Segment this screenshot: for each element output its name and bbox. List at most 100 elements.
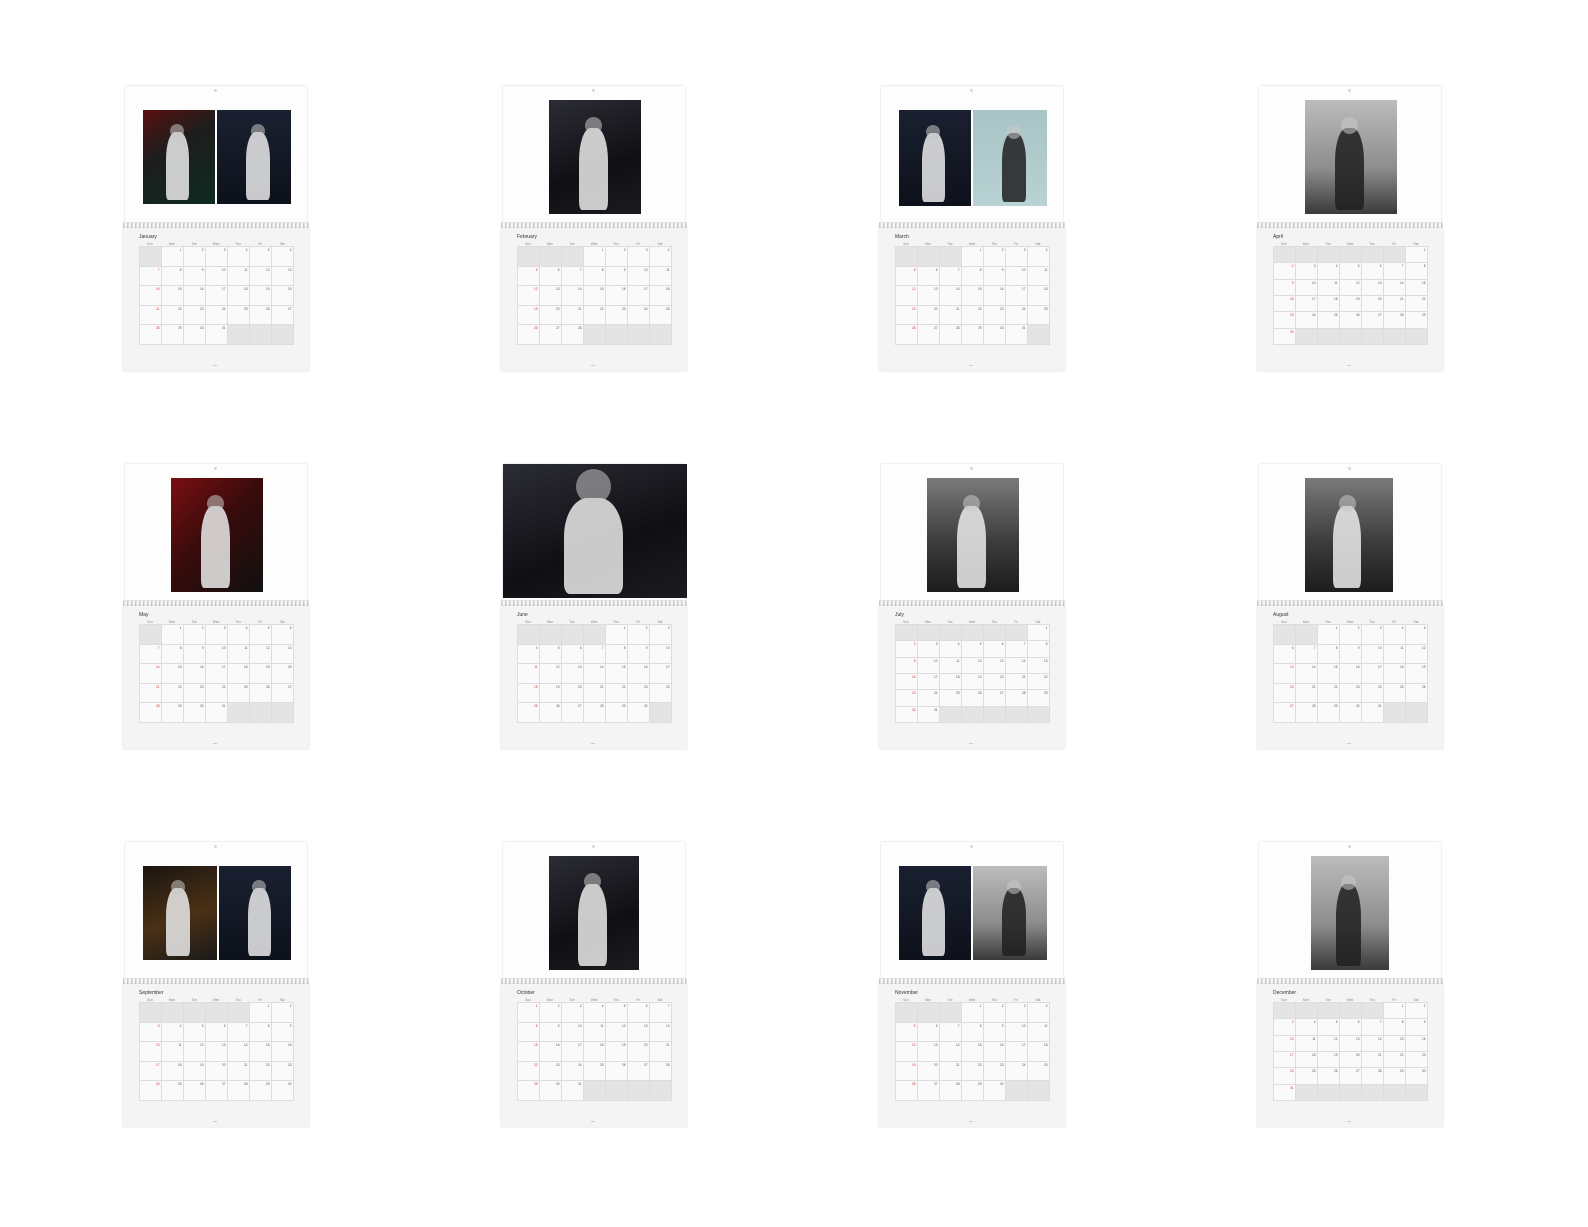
day-cell: 20 <box>272 664 294 684</box>
day-cell <box>984 706 1006 723</box>
day-cell: 11 <box>228 266 250 287</box>
day-cell: 12 <box>1318 1035 1340 1052</box>
figure-silhouette <box>246 132 270 200</box>
day-cell: 26 <box>1340 312 1362 329</box>
day-cell: 17 <box>206 664 228 684</box>
calendar-photo <box>219 866 291 960</box>
day-cell: 2 <box>1340 625 1362 645</box>
day-cell: 12 <box>962 657 984 674</box>
day-cell: 30 <box>984 1081 1006 1101</box>
day-cell: 15 <box>250 1042 272 1062</box>
day-cell: 14 <box>1384 279 1406 296</box>
day-cell: 24 <box>628 305 650 326</box>
day-cell: 16 <box>606 286 628 306</box>
day-cell: 17 <box>650 664 672 684</box>
day-cell: 24 <box>562 1061 584 1082</box>
month-label: March <box>895 234 909 240</box>
day-cell: 7 <box>1384 263 1406 280</box>
day-cell: 4 <box>228 625 250 645</box>
day-cell: 3 <box>140 1022 162 1043</box>
date-grid: 1 2 3 4 5 6 7 8 9 10 11 12 13 14 15 16 17 18 19 20 21 22 23 24 2… <box>517 624 672 723</box>
calendar-photo <box>143 866 217 960</box>
day-cell: 29 <box>1406 312 1428 329</box>
day-cell: 14 <box>650 1022 672 1043</box>
day-cell: 10 <box>628 266 650 287</box>
day-cell: 30 <box>628 703 650 723</box>
day-cell: 18 <box>228 664 250 684</box>
calendar-photo <box>503 464 687 598</box>
day-cell: 5 <box>896 1022 918 1043</box>
day-cell: 31 <box>918 706 940 723</box>
day-cell: 14 <box>1006 657 1028 674</box>
weekday-label: Sun <box>1281 998 1287 1002</box>
day-cell: 8 <box>1406 263 1428 280</box>
day-cell: 31 <box>1006 325 1028 345</box>
page-footer-mark <box>213 365 217 366</box>
day-cell: 15 <box>162 664 184 684</box>
day-cell: 17 <box>206 286 228 306</box>
head-silhouette <box>926 125 940 139</box>
day-cell: 25 <box>584 1061 606 1082</box>
day-cell: 3 <box>650 625 672 645</box>
day-cell <box>940 1003 962 1023</box>
hanging-hole <box>970 89 973 92</box>
day-cell: 27 <box>1274 703 1296 723</box>
day-cell: 11 <box>940 657 962 674</box>
day-cell: 13 <box>918 286 940 306</box>
day-cell: 27 <box>1362 312 1384 329</box>
date-grid: 1 2 3 4 5 6 7 8 9 10 11 12 13 14 15 16 17 18 19 20 21 22 23 24 2… <box>139 624 294 723</box>
day-cell: 7 <box>228 1022 250 1043</box>
day-cell: 13 <box>1340 1035 1362 1052</box>
day-cell: 22 <box>1406 296 1428 313</box>
day-cell <box>1296 625 1318 645</box>
page-footer-mark <box>591 365 595 366</box>
day-cell: 21 <box>140 305 162 326</box>
day-cell: 18 <box>1318 296 1340 313</box>
day-cell: 22 <box>162 305 184 326</box>
day-cell: 5 <box>250 625 272 645</box>
calendar-april: April Sun Mon Tue Wed Thu Fri Sat 1 2 3 4 5 6 7 8 9 10 11 1… <box>1257 86 1443 371</box>
day-cell: 28 <box>140 325 162 345</box>
day-cell: 5 <box>1340 263 1362 280</box>
day-cell: 15 <box>1318 664 1340 684</box>
day-cell: 6 <box>272 247 294 267</box>
day-cell: 6 <box>628 1003 650 1023</box>
weekday-label: Fri <box>636 620 640 624</box>
calendar-photo <box>973 110 1047 206</box>
weekday-label: Tue <box>569 998 575 1002</box>
day-cell: 24 <box>1006 1061 1028 1082</box>
day-cell: 22 <box>584 305 606 326</box>
weekday-label: Thu <box>991 998 997 1002</box>
day-cell: 30 <box>1274 328 1296 345</box>
weekday-label: Fri <box>636 998 640 1002</box>
day-cell: 9 <box>184 644 206 665</box>
date-grid: 1 2 3 4 5 6 7 8 9 10 11 12 13 14 15 16 17 18 19 20 21 22 23 24 2… <box>895 1002 1050 1101</box>
day-cell: 30 <box>1406 1068 1428 1085</box>
day-cell: 25 <box>1028 305 1050 326</box>
day-cell: 21 <box>584 683 606 704</box>
day-cell: 9 <box>896 657 918 674</box>
weekday-label: Sun <box>525 620 531 624</box>
day-cell: 30 <box>896 706 918 723</box>
head-silhouette <box>585 117 602 134</box>
weekday-label: Sat <box>1413 242 1419 246</box>
day-cell <box>1006 706 1028 723</box>
day-cell: 12 <box>250 266 272 287</box>
date-grid: 1 2 3 4 5 6 7 8 9 10 11 12 13 14 15 16 17 18 19 20 21 22 23 24 2… <box>895 624 1050 723</box>
day-cell: 10 <box>1006 1022 1028 1043</box>
day-cell: 26 <box>896 325 918 345</box>
day-cell: 11 <box>1384 644 1406 665</box>
day-cell: 28 <box>584 703 606 723</box>
weekday-label: Thu <box>1369 620 1375 624</box>
day-cell: 26 <box>184 1081 206 1101</box>
calendar-date-page: November Sun Mon Tue Wed Thu Fri Sat 1 2 3 4 5 6 7 8 9 10… <box>879 984 1065 1127</box>
weekday-label: Tue <box>1325 242 1331 246</box>
day-cell: 8 <box>962 1022 984 1043</box>
day-cell: 5 <box>518 266 540 287</box>
page-footer-mark <box>591 1121 595 1122</box>
calendar-october: October Sun Mon Tue Wed Thu Fri Sat 1 2 3 4 5 6 7 8 9 10 1… <box>501 842 687 1127</box>
day-cell: 24 <box>1362 683 1384 704</box>
day-cell: 28 <box>140 703 162 723</box>
day-cell: 17 <box>140 1061 162 1082</box>
day-cell: 25 <box>1296 1068 1318 1085</box>
